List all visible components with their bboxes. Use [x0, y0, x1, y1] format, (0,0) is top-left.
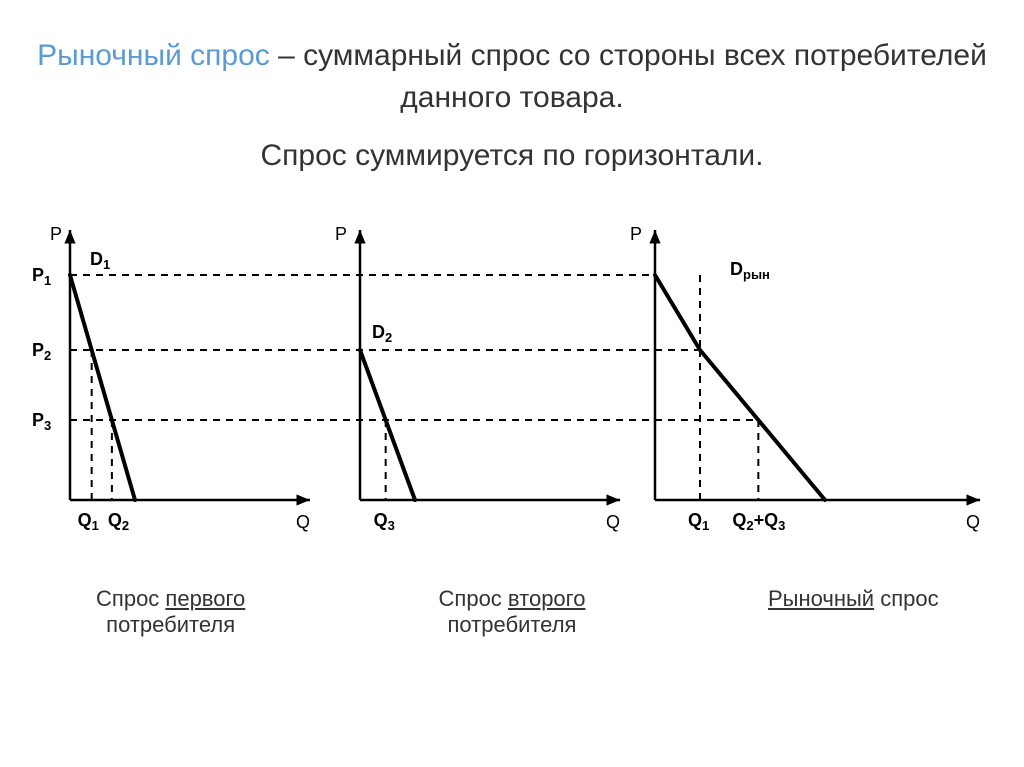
svg-text:Q1: Q1	[78, 510, 99, 533]
svg-text:Q2: Q2	[108, 510, 129, 533]
title-rest: – суммарный спрос со стороны всех потреб…	[270, 39, 987, 114]
svg-text:D2: D2	[372, 322, 392, 345]
svg-text:P: P	[630, 224, 642, 244]
main-title: Рыночный спрос – суммарный спрос со стор…	[0, 0, 1024, 119]
subtitle: Спрос суммируется по горизонтали.	[0, 139, 1024, 173]
svg-text:P3: P3	[32, 410, 51, 433]
svg-text:P1: P1	[32, 265, 51, 288]
charts-area: P P1 P2 P3 Q D1 Q1 Q2 P Q D2 Q3 P Q Dрын Q1 Q2+Q3	[0, 220, 1024, 580]
svg-text:Q: Q	[296, 512, 310, 532]
svg-text:P: P	[335, 224, 347, 244]
svg-text:Q3: Q3	[374, 510, 395, 533]
svg-text:P2: P2	[32, 340, 51, 363]
svg-text:P: P	[50, 224, 62, 244]
svg-text:Dрын: Dрын	[730, 259, 770, 282]
caption-2: Спрос второго потребителя	[362, 586, 662, 638]
charts-svg: P P1 P2 P3 Q D1 Q1 Q2 P Q D2 Q3 P Q Dрын Q1 Q2+Q3	[0, 220, 1024, 550]
caption-1: Спрос первого потребителя	[21, 586, 321, 638]
caption-3: Рыночный спрос	[703, 586, 1003, 638]
svg-text:Q: Q	[606, 512, 620, 532]
svg-text:Q1: Q1	[688, 510, 709, 533]
captions-row: Спрос первого потребителя Спрос второго …	[0, 586, 1024, 638]
svg-text:Q2+Q3: Q2+Q3	[732, 510, 785, 533]
svg-text:Q: Q	[966, 512, 980, 532]
svg-text:D1: D1	[90, 249, 110, 272]
title-highlight: Рыночный спрос	[37, 39, 270, 72]
